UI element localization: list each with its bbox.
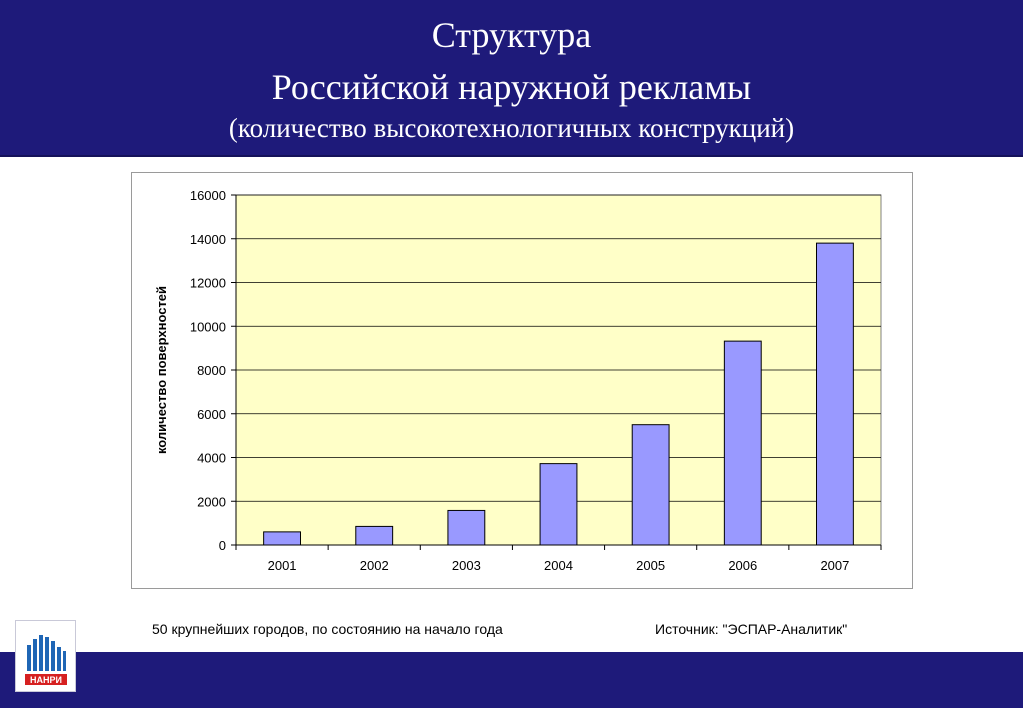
- logo-mark-icon: НАНРИ: [25, 635, 67, 685]
- x-tick-label: 2004: [544, 558, 573, 573]
- bar-chart: 0 2000 4000 6000 8000 10000 12000 14000 16000 20…: [154, 188, 882, 573]
- y-tick-label: 16000: [190, 188, 226, 203]
- y-tick-label: 8000: [197, 363, 226, 378]
- footnote-source: Источник: "ЭСПАР-Аналитик": [655, 621, 848, 637]
- y-tick-label: 4000: [197, 451, 226, 466]
- y-tick-label: 6000: [197, 407, 226, 422]
- y-tick-labels: 0 2000 4000 6000 8000 10000 12000 14000 16000: [190, 188, 226, 553]
- x-tick-label: 2007: [820, 558, 849, 573]
- y-tick-label: 0: [219, 538, 226, 553]
- x-tick-labels: 2001 2002 2003 2004 2005 2006 2007: [268, 558, 850, 573]
- page-title-line1: Структура: [431, 15, 592, 55]
- logo-text: НАНРИ: [30, 675, 62, 685]
- x-tick-label: 2006: [728, 558, 757, 573]
- bar-2002: [355, 525, 394, 546]
- footnote-cities: 50 крупнейших городов, по состоянию на н…: [152, 621, 503, 637]
- page-subtitle: (количество высокотехнологичных конструк…: [228, 113, 795, 143]
- y-axis-label: количество поверхностей: [154, 286, 169, 454]
- bar-2003: [447, 509, 486, 546]
- bar-2006: [723, 340, 762, 546]
- x-tick-label: 2001: [268, 558, 297, 573]
- gridlines: [236, 194, 881, 502]
- axes: [231, 194, 882, 550]
- footer-bar: [0, 652, 1023, 708]
- bars: [263, 242, 854, 546]
- nanri-logo: НАНРИ: [15, 620, 76, 692]
- y-tick-label: 12000: [190, 276, 226, 291]
- bar-2007: [816, 242, 854, 546]
- y-tick-label: 2000: [197, 494, 226, 509]
- y-tick-label: 14000: [190, 232, 226, 247]
- bar-2001: [263, 531, 301, 546]
- y-tick-label: 10000: [190, 319, 226, 334]
- x-tick-label: 2005: [636, 558, 665, 573]
- bar-2005: [631, 424, 670, 546]
- page-title-line2: Российской наружной рекламы: [271, 67, 752, 107]
- chart-frame: 0 2000 4000 6000 8000 10000 12000 14000 16000 20…: [131, 172, 913, 589]
- x-tick-label: 2003: [452, 558, 481, 573]
- x-tick-label: 2002: [360, 558, 389, 573]
- bar-2004: [539, 463, 578, 546]
- header-banner: Структура Российской наружной рекламы (к…: [0, 0, 1023, 157]
